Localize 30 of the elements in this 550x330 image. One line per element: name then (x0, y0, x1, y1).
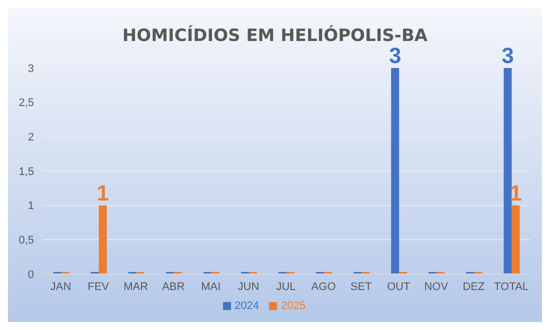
y-tick-label: 0,5 (18, 234, 34, 247)
x-tick-label: FEV (88, 280, 110, 293)
bar (391, 68, 400, 274)
x-tick-label: DEZ (462, 280, 485, 293)
y-tick-label: 2,5 (18, 97, 34, 110)
y-tick-label: 2 (28, 132, 34, 144)
chart-title: HOMICÍDIOS EM HELIÓPOLIS-BA (122, 26, 428, 46)
bar (98, 205, 107, 274)
x-tick-label: NOV (424, 280, 449, 293)
x-tick-label: MAI (201, 280, 221, 293)
data-label: 3 (388, 43, 402, 68)
legend-label: 2025 (281, 300, 306, 312)
x-tick-label: TOTAL (494, 280, 528, 293)
x-tick-label: AGO (311, 280, 336, 293)
x-tick-label: JUN (238, 280, 260, 293)
bar (504, 68, 512, 274)
data-label: 3 (502, 43, 514, 68)
x-tick-label: JAN (50, 280, 72, 293)
x-tick-label: ABR (162, 280, 185, 293)
x-tick-label: JUL (276, 280, 296, 293)
legend-label: 2024 (234, 300, 259, 312)
bar (512, 205, 520, 274)
x-tick-label: SET (350, 280, 372, 293)
y-tick-label: 1,5 (18, 166, 34, 178)
y-tick-label: 1 (28, 200, 34, 212)
data-label: 1 (96, 180, 109, 206)
x-tick-label: MAR (124, 280, 148, 293)
y-tick-label: 3 (28, 62, 34, 75)
y-tick-label: 0 (28, 268, 34, 281)
x-tick-label: OUT (387, 280, 410, 293)
